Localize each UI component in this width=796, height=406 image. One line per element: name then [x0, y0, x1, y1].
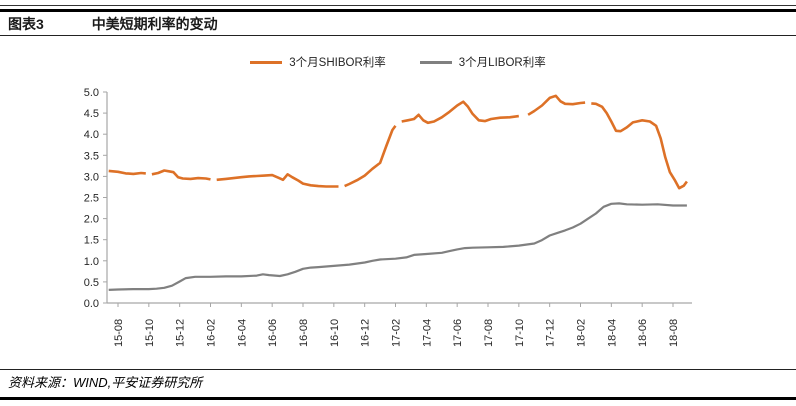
y-tick-label: 3.0: [84, 171, 99, 183]
legend-item-libor: 3个月LIBOR利率: [419, 54, 546, 70]
figure-title: 中美短期利率的变动: [91, 16, 218, 32]
x-tick-label: 17-10: [514, 319, 526, 347]
title-row: 图表3 中美短期利率的变动: [8, 14, 788, 34]
x-tick-label: 18-04: [606, 319, 618, 347]
y-tick-label: 0.5: [84, 277, 99, 289]
x-tick-label: 18-08: [668, 319, 680, 347]
x-tick-label: 18-06: [637, 319, 649, 347]
x-tick-label: 15-12: [175, 319, 187, 347]
x-tick-label: 16-02: [206, 319, 218, 347]
y-tick-label: 4.5: [84, 108, 99, 120]
shibor-line: [108, 94, 688, 190]
x-tick-label: 15-10: [144, 319, 156, 347]
x-tick-label: 17-04: [421, 319, 433, 347]
x-tick-label: 18-02: [576, 319, 588, 347]
legend-swatch-libor: [419, 60, 452, 64]
title-divider: [0, 35, 796, 36]
x-tick-label: 16-06: [267, 319, 279, 347]
x-tick-label: 16-10: [329, 319, 341, 347]
legend-label-libor: 3个月LIBOR利率: [458, 57, 546, 69]
footer-rule-thick: [0, 397, 796, 400]
y-tick-label: 1.5: [84, 235, 99, 247]
figure-label: 图表3: [8, 16, 44, 32]
x-tick-label: 16-12: [360, 319, 372, 347]
header-rule-thick: [0, 9, 796, 12]
y-tick-label: 2.0: [84, 214, 99, 226]
x-tick-label: 17-08: [483, 319, 495, 347]
footer-divider: [0, 369, 796, 370]
y-tick-label: 4.0: [84, 129, 99, 141]
x-tick-label: 17-06: [452, 319, 464, 347]
legend-swatch-shibor: [250, 60, 283, 64]
y-tick-label: 3.5: [84, 150, 99, 162]
x-tick-label: 17-12: [545, 319, 557, 347]
y-tick-label: 0.0: [84, 298, 99, 310]
y-tick-label: 1.0: [84, 256, 99, 268]
x-tick-label: 15-08: [113, 319, 125, 347]
x-tick-label: 16-04: [236, 319, 248, 347]
source-note: 资料来源：WIND,平安证券研究所: [8, 375, 203, 390]
x-tick-label: 16-08: [298, 319, 310, 347]
chart-legend: 3个月SHIBOR利率 3个月LIBOR利率: [0, 54, 796, 70]
libor-line: [108, 202, 687, 291]
legend-item-shibor: 3个月SHIBOR利率: [250, 54, 386, 70]
x-tick-label: 17-02: [391, 319, 403, 347]
y-tick-label: 5.0: [84, 87, 99, 99]
legend-label-shibor: 3个月SHIBOR利率: [289, 57, 386, 69]
header-rule-thin: [0, 5, 796, 6]
y-tick-label: 2.5: [84, 193, 99, 205]
